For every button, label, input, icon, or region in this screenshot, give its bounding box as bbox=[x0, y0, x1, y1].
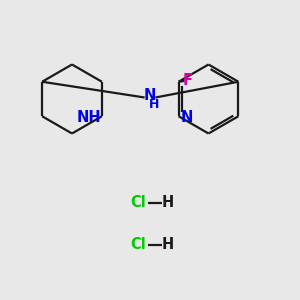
Text: H: H bbox=[162, 195, 174, 210]
Text: NH: NH bbox=[77, 110, 102, 125]
Text: N: N bbox=[181, 110, 193, 124]
Text: F: F bbox=[183, 73, 193, 88]
Text: H: H bbox=[149, 98, 159, 111]
Text: H: H bbox=[162, 237, 174, 252]
Text: N: N bbox=[144, 88, 156, 103]
Text: Cl: Cl bbox=[130, 195, 146, 210]
Text: Cl: Cl bbox=[130, 237, 146, 252]
